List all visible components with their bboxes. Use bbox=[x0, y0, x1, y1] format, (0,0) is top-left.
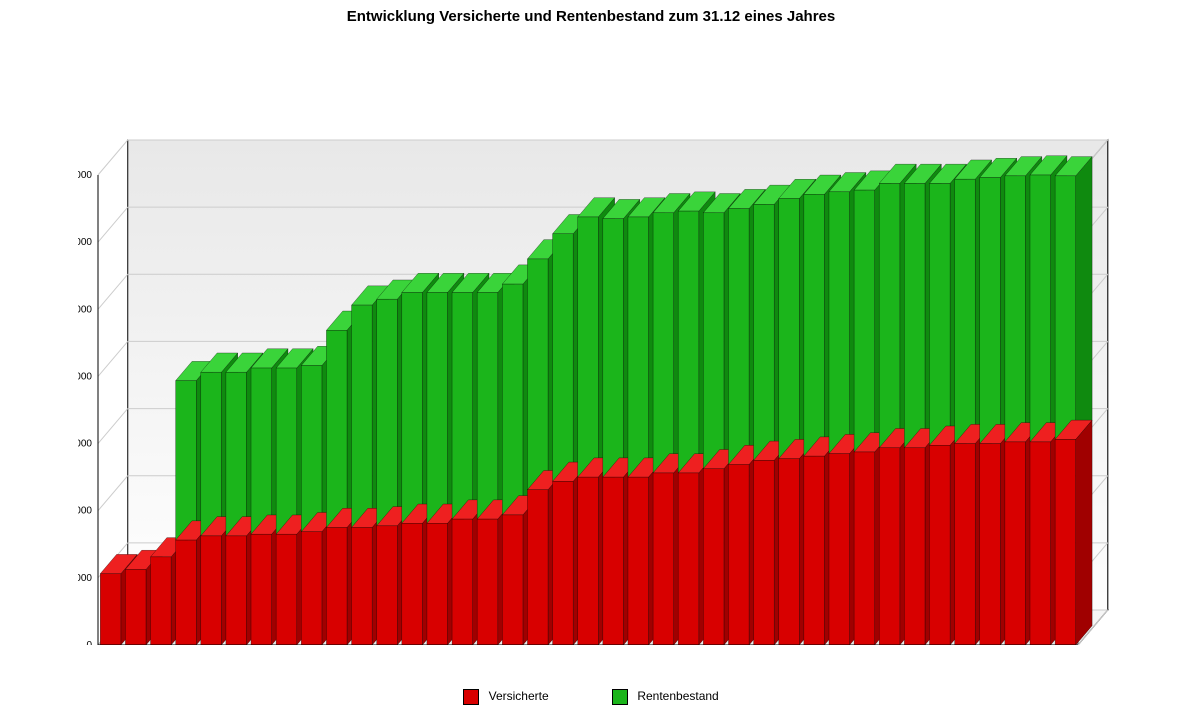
svg-text:56.000.000: 56.000.000 bbox=[78, 170, 92, 181]
legend-item-versicherte: Versicherte bbox=[463, 689, 548, 705]
legend: Versicherte Rentenbestand bbox=[0, 689, 1182, 705]
legend-item-rentenbestand: Rentenbestand bbox=[612, 689, 719, 705]
legend-swatch-versicherte bbox=[463, 689, 479, 705]
svg-text:8.000.000: 8.000.000 bbox=[78, 573, 92, 584]
svg-text:24.000.000: 24.000.000 bbox=[78, 439, 92, 450]
chart-svg: 0 8.000.000 16.000.000 24.000.000 32.000.000… bbox=[78, 45, 1158, 645]
svg-text:32.000.000: 32.000.000 bbox=[78, 371, 92, 382]
legend-label-versicherte: Versicherte bbox=[489, 689, 549, 703]
legend-swatch-rentenbestand bbox=[612, 689, 628, 705]
svg-text:16.000.000: 16.000.000 bbox=[78, 506, 92, 517]
svg-text:0: 0 bbox=[86, 640, 92, 645]
plot-area: 0 8.000.000 16.000.000 24.000.000 32.000.000… bbox=[78, 45, 1158, 645]
svg-text:40.000.000: 40.000.000 bbox=[78, 304, 92, 315]
chart-title: Entwicklung Versicherte und Rentenbestan… bbox=[0, 0, 1182, 25]
legend-label-rentenbestand: Rentenbestand bbox=[637, 689, 718, 703]
svg-text:48.000.000: 48.000.000 bbox=[78, 237, 92, 248]
